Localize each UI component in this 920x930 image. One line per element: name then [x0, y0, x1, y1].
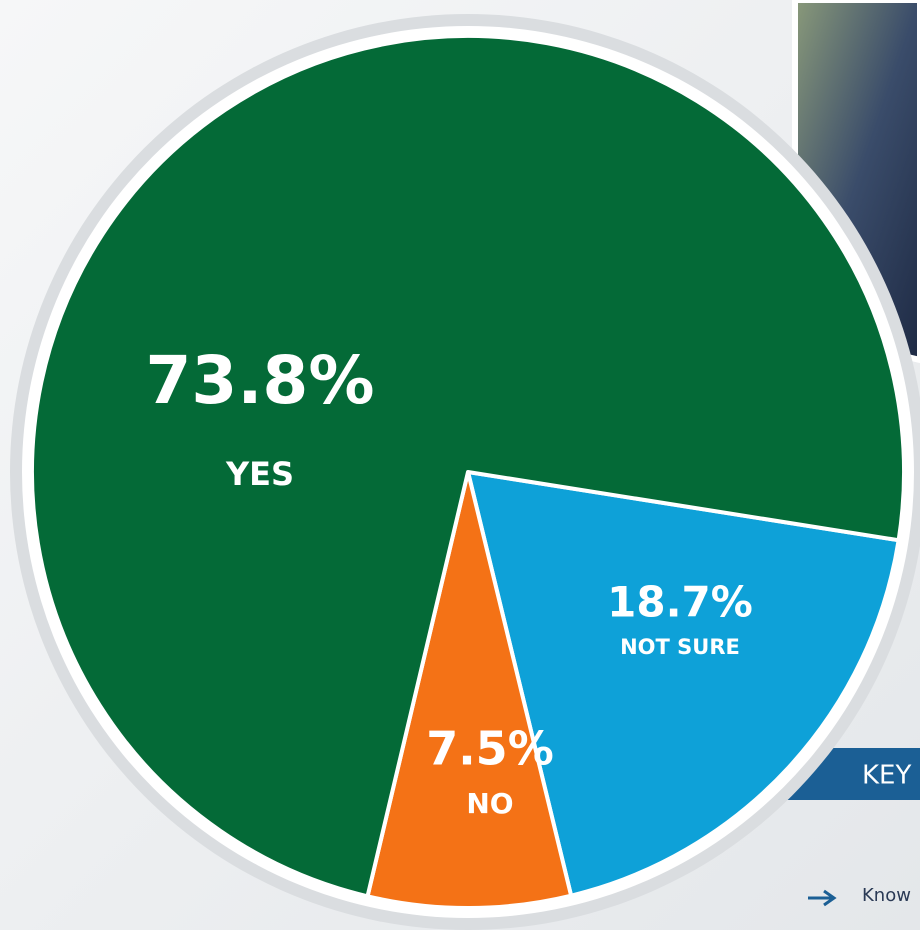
- bullet-arrow: [808, 889, 837, 907]
- value-label: 7.5%: [426, 722, 554, 776]
- value-label: 18.7%: [607, 578, 753, 627]
- bullet-text: Know: [862, 885, 911, 906]
- pie-slice: [466, 470, 901, 898]
- category-label: NO: [466, 787, 513, 820]
- pie-slice: [30, 34, 906, 899]
- labels: 18.7% NOT SURE 7.5% NO 73.8% YES: [146, 342, 753, 820]
- pie-slice: [365, 470, 574, 910]
- category-label: YES: [225, 455, 294, 493]
- value-label: 73.8%: [146, 342, 375, 419]
- key-heading: KEY: [862, 761, 911, 791]
- pie: [30, 34, 906, 910]
- category-label: NOT SURE: [620, 635, 740, 659]
